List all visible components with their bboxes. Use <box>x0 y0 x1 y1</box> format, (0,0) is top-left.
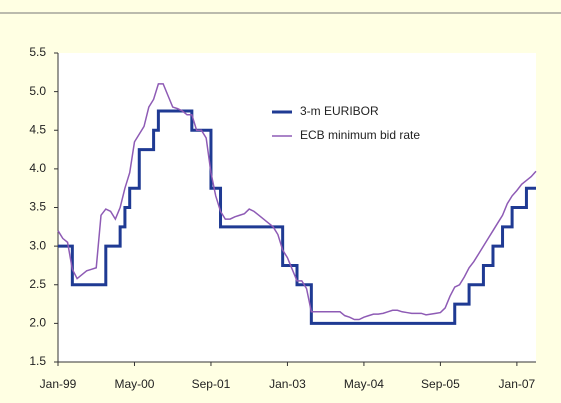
x-tick-label: Sep-01 <box>192 377 231 391</box>
series-line <box>57 83 537 321</box>
x-tick-label: Jan-03 <box>269 377 306 391</box>
y-tick-label: 4.0 <box>29 161 46 175</box>
legend-label: 3-m EURIBOR <box>300 104 379 118</box>
y-tick-label: 3.0 <box>29 238 46 252</box>
x-tick-label: Jan-07 <box>499 377 536 391</box>
y-tick-label: 2.0 <box>29 316 46 330</box>
y-tick-label: 3.5 <box>29 200 46 214</box>
y-tick-label: 1.5 <box>29 354 46 368</box>
x-tick-label: May-04 <box>344 377 384 391</box>
y-tick-label: 4.5 <box>29 122 46 136</box>
plot-area <box>58 53 536 362</box>
x-tick-label: Sep-05 <box>421 377 460 391</box>
series-line <box>58 109 536 325</box>
x-tick-label: Jan-99 <box>40 377 77 391</box>
legend-label: ECB minimum bid rate <box>300 128 420 142</box>
y-tick-label: 5.5 <box>29 45 46 59</box>
x-tick-label: May-00 <box>114 377 154 391</box>
y-tick-label: 5.0 <box>29 84 46 98</box>
y-tick-label: 2.5 <box>29 277 46 291</box>
